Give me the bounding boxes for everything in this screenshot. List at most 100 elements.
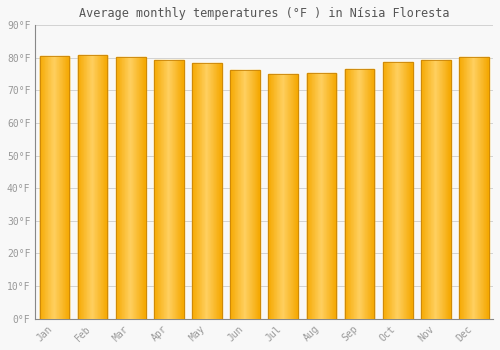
Bar [478,57,479,318]
Bar [400,62,402,318]
Bar [349,69,350,319]
Bar [210,63,212,319]
Bar [141,57,142,318]
Bar [134,57,135,318]
Bar [408,62,409,318]
Bar [424,60,426,318]
Bar [421,60,450,318]
Bar [175,60,176,318]
Bar [160,60,162,318]
Bar [52,56,53,318]
Bar [319,73,320,318]
Bar [65,56,66,318]
Bar [208,63,209,319]
Bar [269,74,270,318]
Bar [89,55,90,318]
Bar [365,69,366,319]
Bar [243,70,244,318]
Bar [367,69,368,319]
Bar [347,69,348,319]
Bar [352,69,353,319]
Bar [183,60,184,318]
Bar [441,60,442,318]
Bar [164,60,165,318]
Bar [232,70,233,318]
Bar [230,70,260,318]
Bar [331,73,332,318]
Bar [209,63,210,319]
Bar [483,57,484,318]
Bar [139,57,140,318]
Bar [214,63,215,319]
Bar [126,57,127,318]
Bar [270,74,272,318]
Bar [403,62,404,318]
Bar [118,57,119,318]
Bar [306,73,336,318]
Bar [480,57,482,318]
Bar [218,63,219,319]
Bar [66,56,67,318]
Bar [91,55,92,318]
Bar [462,57,463,318]
Bar [156,60,157,318]
Bar [154,60,184,318]
Bar [49,56,50,318]
Bar [293,74,294,318]
Bar [334,73,335,318]
Bar [67,56,68,318]
Bar [140,57,141,318]
Title: Average monthly temperatures (°F ) in Nísia Floresta: Average monthly temperatures (°F ) in Ní… [79,7,450,20]
Bar [138,57,139,318]
Bar [308,73,309,318]
Bar [465,57,466,318]
Bar [479,57,480,318]
Bar [348,69,349,319]
Bar [287,74,288,318]
Bar [329,73,330,318]
Bar [392,62,393,318]
Bar [206,63,207,319]
Bar [203,63,204,319]
Bar [317,73,318,318]
Bar [268,74,298,318]
Bar [360,69,361,319]
Bar [398,62,399,318]
Bar [370,69,372,319]
Bar [289,74,290,318]
Bar [282,74,284,318]
Bar [240,70,242,318]
Bar [157,60,158,318]
Bar [196,63,198,319]
Bar [58,56,59,318]
Bar [255,70,256,318]
Bar [286,74,287,318]
Bar [96,55,97,318]
Bar [55,56,56,318]
Bar [332,73,334,318]
Bar [433,60,434,318]
Bar [273,74,274,318]
Bar [470,57,471,318]
Bar [135,57,136,318]
Bar [170,60,171,318]
Bar [477,57,478,318]
Bar [133,57,134,318]
Bar [103,55,104,318]
Bar [447,60,448,318]
Bar [318,73,319,318]
Bar [198,63,199,319]
Bar [231,70,232,318]
Bar [361,69,362,319]
Bar [179,60,180,318]
Bar [320,73,322,318]
Bar [221,63,222,319]
Bar [350,69,352,319]
Bar [388,62,389,318]
Bar [100,55,102,318]
Bar [59,56,60,318]
Bar [482,57,483,318]
Bar [366,69,367,319]
Bar [97,55,98,318]
Bar [120,57,121,318]
